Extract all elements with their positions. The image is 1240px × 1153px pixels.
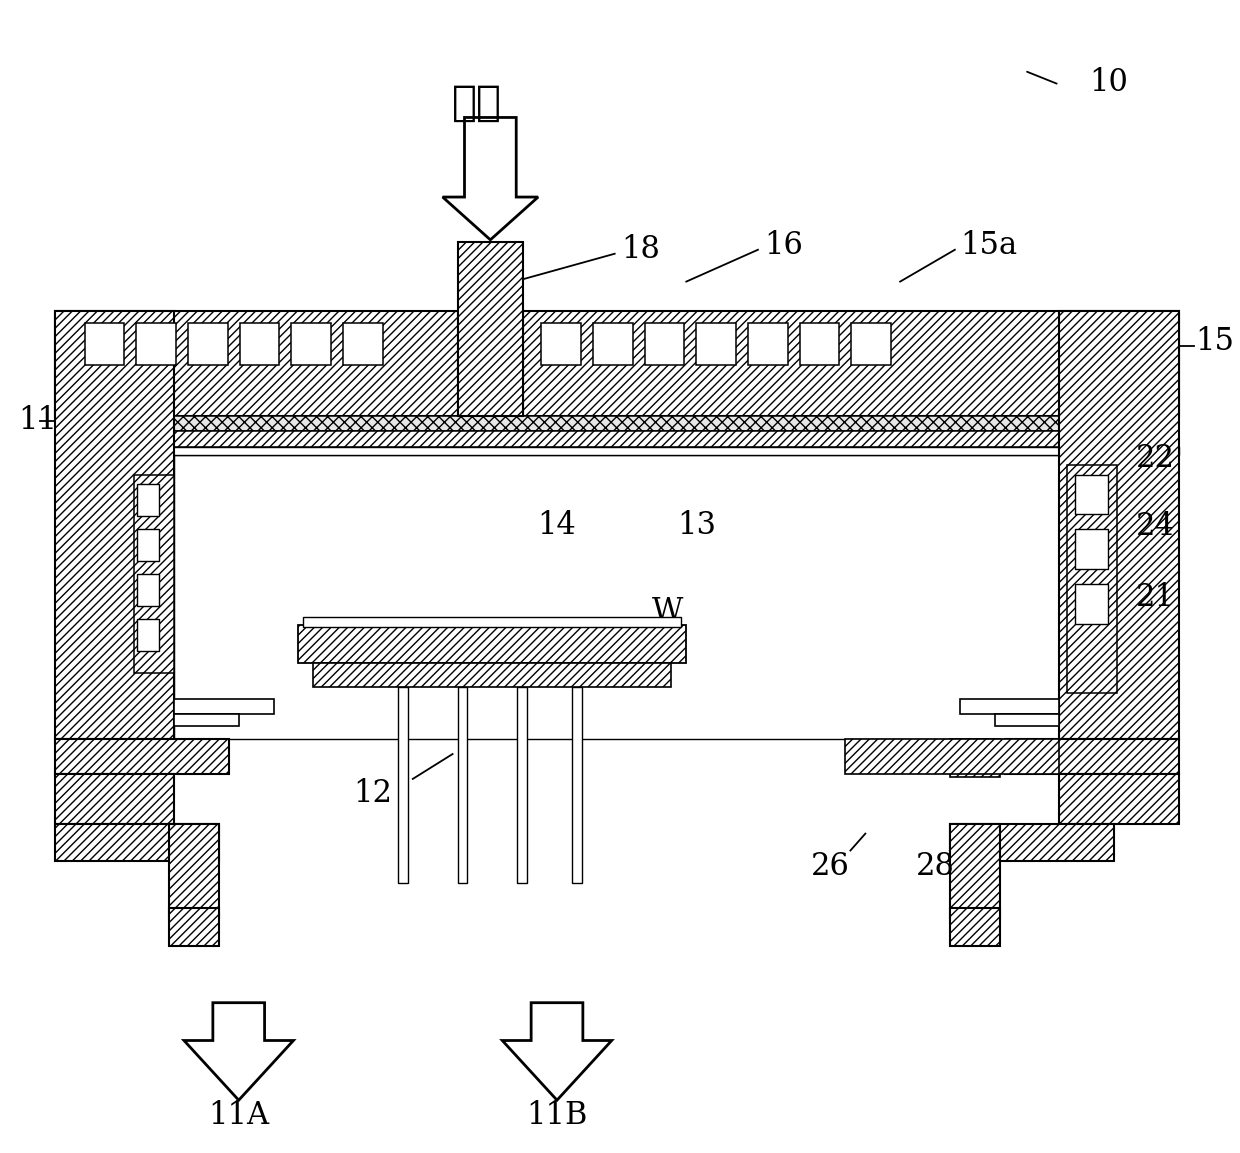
Bar: [748, 323, 787, 366]
Bar: [572, 687, 582, 883]
Bar: [138, 574, 159, 605]
Text: 16: 16: [764, 231, 802, 262]
Bar: [523, 311, 1179, 416]
Text: 24: 24: [1136, 511, 1174, 542]
Polygon shape: [443, 118, 538, 240]
Bar: [55, 416, 1179, 431]
Bar: [1075, 475, 1109, 514]
Bar: [136, 323, 176, 366]
Bar: [950, 909, 999, 945]
Text: 26: 26: [811, 851, 849, 882]
Bar: [314, 663, 671, 687]
Text: 28: 28: [915, 851, 955, 882]
Bar: [1059, 774, 1179, 823]
Bar: [950, 823, 1114, 861]
Bar: [852, 323, 892, 366]
Bar: [84, 323, 124, 366]
Text: 11: 11: [17, 406, 57, 436]
Text: 12: 12: [353, 778, 393, 809]
Bar: [343, 323, 383, 366]
Text: 10: 10: [1089, 67, 1128, 98]
Bar: [517, 687, 527, 883]
Bar: [593, 323, 632, 366]
Bar: [138, 529, 159, 562]
Text: 11B: 11B: [526, 1100, 588, 1131]
Bar: [138, 484, 159, 517]
Bar: [55, 774, 174, 823]
Bar: [950, 739, 999, 777]
Text: 15a: 15a: [960, 231, 1017, 262]
Text: 15: 15: [1195, 326, 1235, 356]
Bar: [398, 687, 408, 883]
Bar: [169, 823, 218, 918]
Text: 14: 14: [538, 511, 577, 542]
Bar: [696, 323, 737, 366]
Text: 微波: 微波: [453, 82, 502, 123]
Bar: [134, 475, 174, 673]
Bar: [846, 739, 1059, 774]
Bar: [299, 625, 686, 663]
Bar: [55, 311, 174, 739]
Polygon shape: [502, 1003, 611, 1100]
Text: 18: 18: [621, 234, 661, 265]
Bar: [458, 687, 467, 883]
Bar: [1059, 311, 1179, 739]
Bar: [174, 454, 1059, 739]
Bar: [304, 617, 681, 627]
Bar: [458, 242, 523, 416]
Bar: [950, 823, 999, 918]
Bar: [55, 431, 1179, 446]
Bar: [645, 323, 684, 366]
Bar: [239, 323, 279, 366]
Bar: [541, 323, 580, 366]
Bar: [1075, 529, 1109, 570]
Text: 21: 21: [1136, 582, 1174, 613]
Bar: [55, 446, 1179, 454]
Bar: [174, 714, 239, 726]
Text: 11A: 11A: [208, 1100, 269, 1131]
Bar: [138, 619, 159, 650]
Bar: [188, 323, 228, 366]
Bar: [800, 323, 839, 366]
Polygon shape: [184, 1003, 294, 1100]
Bar: [994, 714, 1059, 726]
Bar: [169, 909, 218, 945]
Bar: [291, 323, 331, 366]
Bar: [55, 823, 218, 861]
Bar: [1068, 465, 1117, 693]
Text: W: W: [651, 596, 683, 627]
Text: 13: 13: [677, 511, 715, 542]
Bar: [1004, 739, 1179, 774]
Bar: [960, 700, 1059, 714]
Bar: [55, 311, 458, 416]
Text: 22: 22: [1136, 443, 1174, 474]
Bar: [55, 739, 228, 774]
Bar: [174, 700, 274, 714]
Bar: [1075, 583, 1109, 624]
